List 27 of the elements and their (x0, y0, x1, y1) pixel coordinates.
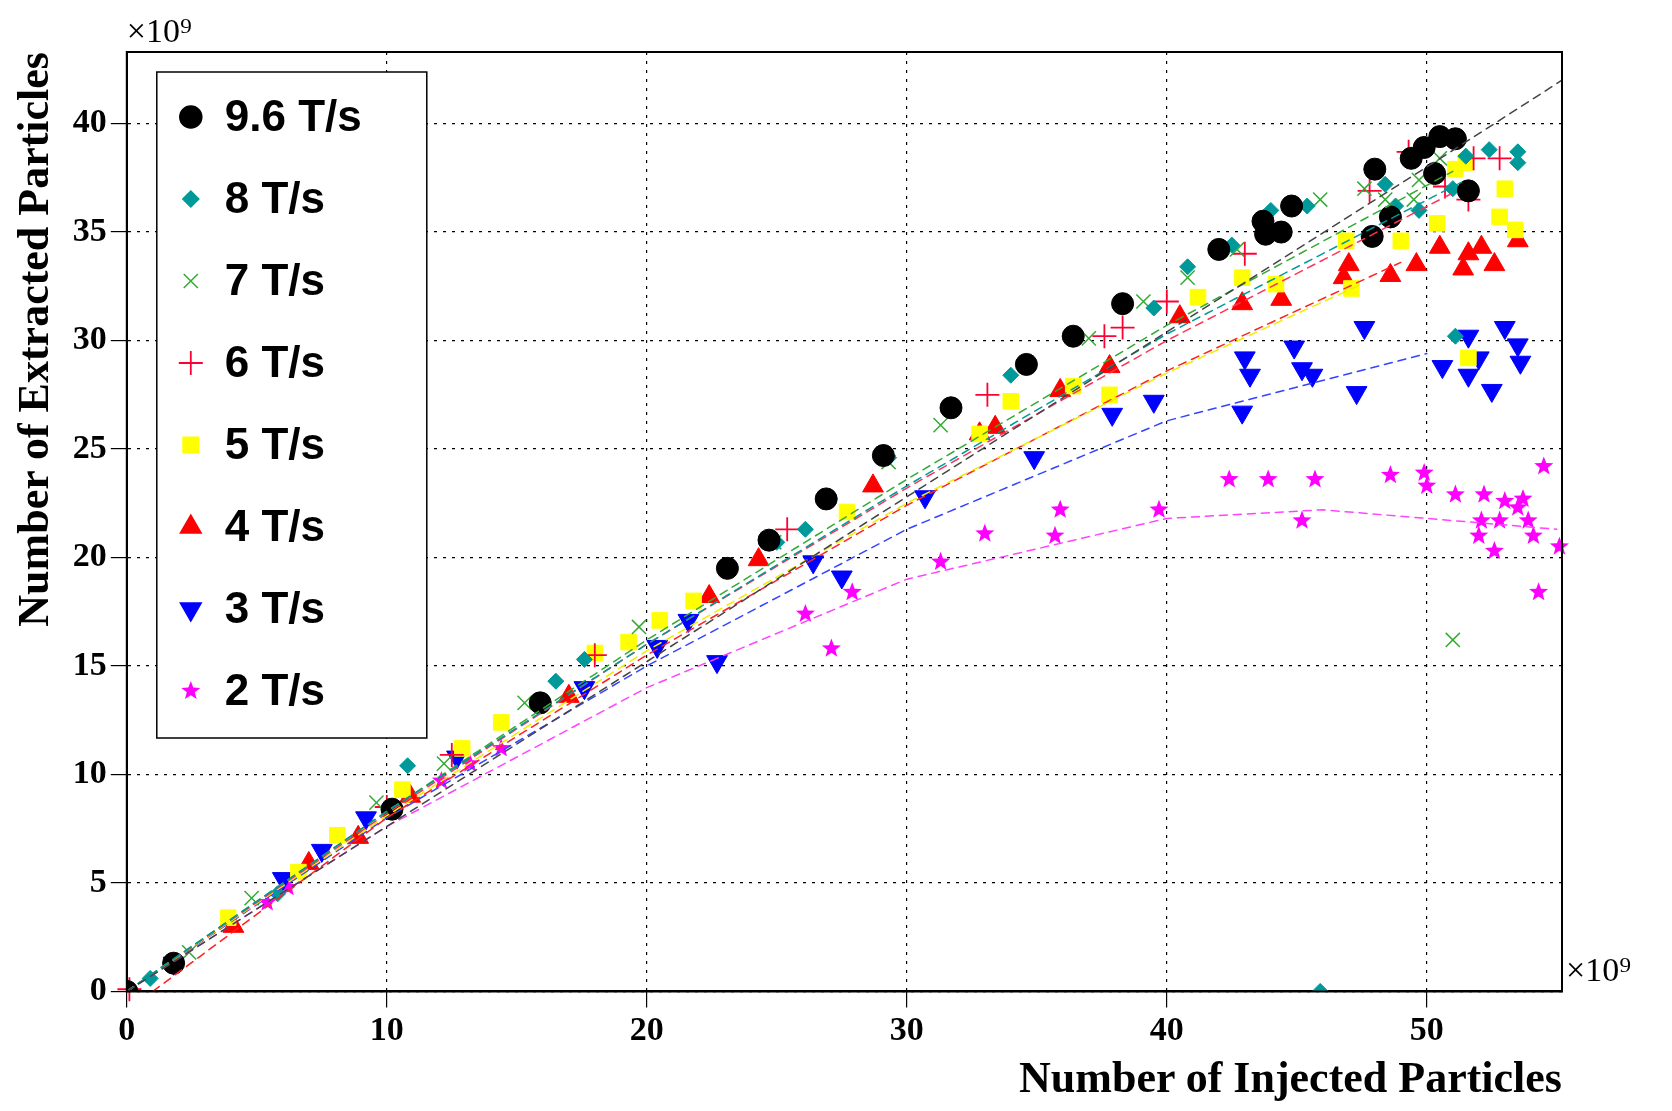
x-tick-label: 30 (889, 1009, 924, 1047)
y-tick-label: 35 (72, 210, 107, 248)
legend-label: 3 T/s (224, 583, 326, 633)
text: ×10⁹ (126, 11, 192, 49)
y-axis-title: Number of Extracted Particles (8, 52, 58, 627)
x-tick-label: 50 (1409, 1009, 1444, 1047)
y-tick-label: 5 (89, 861, 107, 899)
y-tick-label: 25 (72, 427, 107, 465)
legend-label: 6 T/s (224, 337, 326, 387)
x-tick-label: 10 (369, 1009, 404, 1047)
legend-label: 2 T/s (224, 665, 326, 715)
x-axis-title: Number of Injected Particles (1019, 1052, 1562, 1102)
y-tick-label: 15 (72, 644, 107, 682)
legend-label: 4 T/s (224, 501, 326, 551)
x-tick-label: 20 (629, 1009, 664, 1047)
legend-label: 5 T/s (224, 419, 326, 469)
x-tick-label: 40 (1149, 1009, 1184, 1047)
legend-label: 9.6 T/s (224, 91, 362, 141)
y-tick-label: 0 (89, 970, 107, 1008)
y-tick-label: 40 (72, 102, 107, 140)
legend-label: 7 T/s (224, 255, 326, 305)
text: ×10⁹ (1566, 951, 1632, 989)
y-tick-label: 10 (72, 753, 107, 791)
x-tick-label: 0 (118, 1009, 136, 1047)
legend-label: 8 T/s (224, 173, 326, 223)
y-tick-label: 30 (72, 319, 107, 357)
y-tick-label: 20 (72, 536, 107, 574)
